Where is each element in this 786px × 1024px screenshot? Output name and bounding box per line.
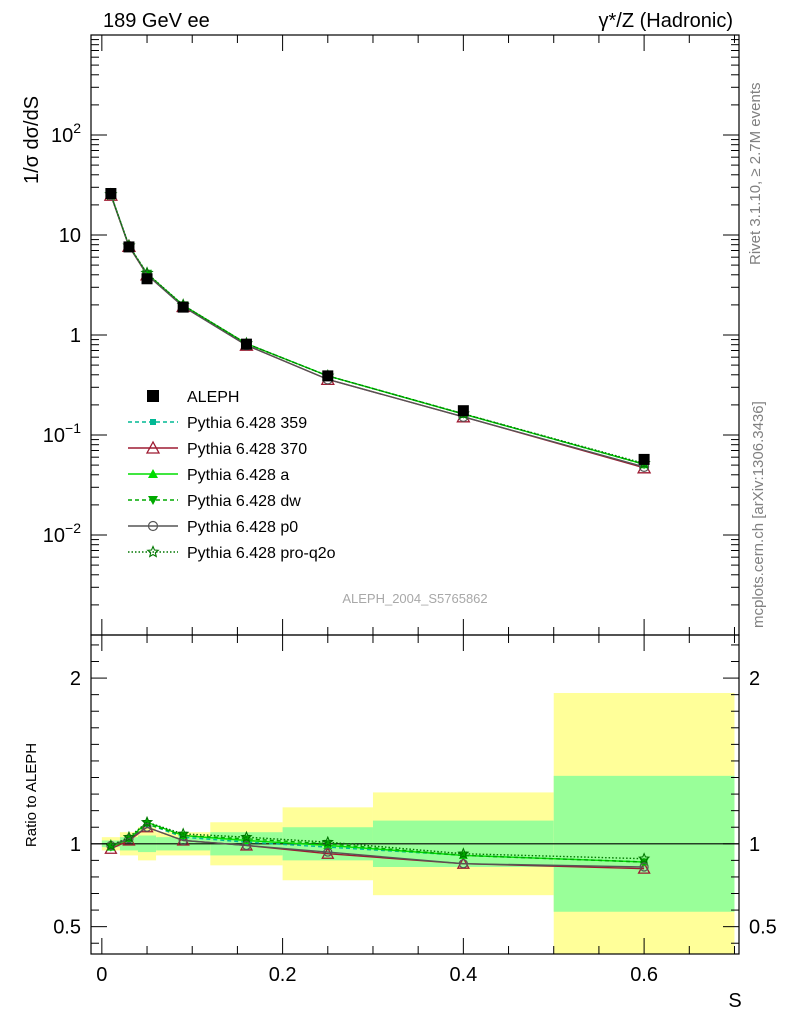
ratio-y-tick-label: 2 [70, 668, 81, 690]
main-y-tick-label: 1 [70, 325, 81, 347]
main-y-tick-label: 102 [51, 120, 81, 147]
ratio-series-4-point [142, 822, 152, 832]
analysis-watermark: ALEPH_2004_S5765862 [342, 591, 487, 606]
legend-label: Pythia 6.428 370 [187, 441, 307, 458]
main-y-tick-label: 10 [59, 225, 81, 247]
ratio-series-5-point [122, 830, 136, 843]
aleph-data-point [457, 405, 469, 417]
ratio-series-1-point [321, 846, 335, 859]
legend-marker [150, 419, 156, 425]
ratio-series-5-point [177, 827, 190, 840]
legend-label: Pythia 6.428 dw [187, 493, 301, 510]
ratio-panel-x-axis: 0 0.2 0.4 0.6 [96, 635, 735, 986]
legend-marker [148, 469, 158, 478]
aleph-data-point [105, 188, 117, 200]
x-tick-label: 0.6 [630, 964, 658, 986]
rivet-version-label: Rivet 3.1.10, ≥ 2.7M events [747, 83, 764, 266]
legend-label: Pythia 6.428 359 [187, 415, 307, 432]
ratio-series-4-point [124, 834, 134, 844]
main-panel-x-ticks [101, 35, 735, 635]
main-panel-data-points [105, 188, 650, 465]
main-y-tick-label: 10−1 [43, 420, 81, 447]
ratio-y-tick-label: 0.5 [53, 917, 81, 939]
ratio-y-tick-label-right: 0.5 [749, 917, 777, 939]
aleph-data-point [240, 338, 252, 350]
ratio-series-4-point [323, 847, 333, 857]
ratio-series-5-point [104, 839, 118, 851]
ratio-series-4-point [639, 862, 649, 872]
header-right-label: γ*/Z (Hadronic) [599, 10, 733, 32]
legend-label: Pythia 6.428 a [187, 467, 289, 484]
aleph-data-point [638, 453, 650, 465]
ratio-series-5-point [637, 852, 651, 864]
ratio-series-4-point [458, 859, 468, 869]
legend-marker [147, 390, 159, 402]
x-tick-label: 0 [96, 964, 107, 986]
ratio-series-5-point [321, 835, 334, 848]
ratio-y-tick-label-right: 1 [749, 834, 760, 856]
aleph-data-point [141, 273, 153, 285]
x-axis-label: S [728, 990, 741, 1012]
legend-marker [147, 520, 159, 532]
legend-marker [148, 496, 158, 505]
ratio-y-tick-label: 1 [70, 834, 81, 856]
legend-label: Pythia 6.428 pro-q2o [187, 545, 336, 562]
ratio-series-5-point [140, 815, 154, 828]
ratio-series-1-point [637, 861, 651, 874]
ratio-y-tick-label-right: 2 [749, 668, 760, 690]
legend-label: ALEPH [187, 389, 239, 406]
x-tick-label: 0.2 [269, 964, 297, 986]
x-tick-label: 0.4 [449, 964, 477, 986]
aleph-data-point [123, 241, 135, 253]
mcplots-label: mcplots.cern.ch [arXiv:1306.3436] [750, 401, 767, 628]
legend-marker [146, 545, 160, 558]
ratio-series-5-point [457, 847, 470, 859]
ratio-y-axis-label: Ratio to ALEPH [23, 743, 40, 847]
header-left-label: 189 GeV ee [103, 10, 210, 32]
ratio-series-line-5 [110, 821, 645, 860]
main-y-axis-label: 1/σ dσ/dS [21, 96, 43, 184]
ratio-series-4-point [241, 840, 252, 851]
ratio-panel-y-axis: 0.5 0.5 1 1 2 2 [53, 644, 777, 944]
main-y-tick-label: 10−2 [43, 520, 81, 547]
aleph-data-point [177, 301, 189, 313]
legend-label: Pythia 6.428 p0 [187, 519, 298, 536]
main-panel-y-axis: 10−2 10−1 1 10 102 [43, 39, 739, 606]
aleph-data-point [322, 370, 334, 382]
ratio-series-5-point [240, 830, 253, 843]
legend-marker [145, 440, 161, 454]
ratio-uncertainty-bands [101, 693, 735, 954]
ratio-panel-series [104, 815, 651, 874]
legend: ALEPH Pythia 6.428 359 Pythia 6.428 370 Pyt… [128, 389, 336, 562]
